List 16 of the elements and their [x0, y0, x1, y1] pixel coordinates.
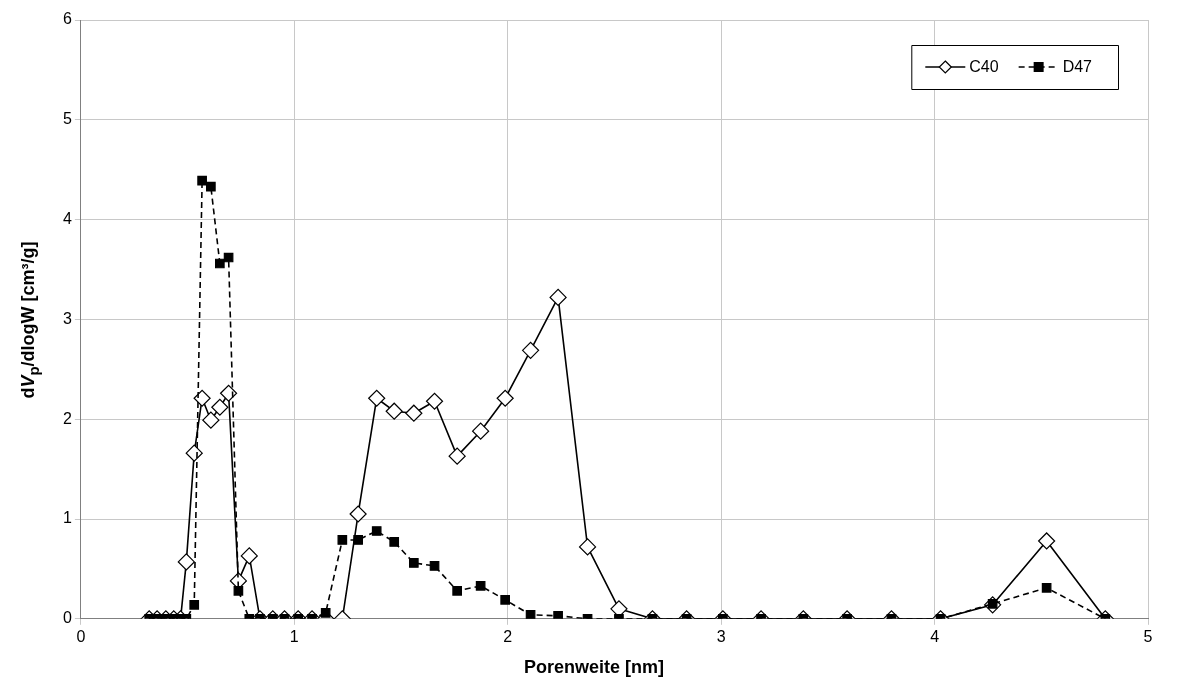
- legend-label: D47: [1062, 58, 1093, 76]
- legend-label: C40: [969, 58, 999, 76]
- x-tick-label: 5: [1143, 627, 1153, 645]
- y-tick-label: 0: [62, 609, 72, 627]
- y-tick-label: 4: [62, 210, 72, 228]
- y-tick-label: 2: [62, 409, 72, 427]
- x-axis-title: Porenweite [nm]: [523, 657, 665, 678]
- y-tick-label: 1: [62, 509, 72, 527]
- y-tick-label: 5: [62, 110, 72, 128]
- x-tick-label: 0: [76, 627, 86, 645]
- x-tick-label: 4: [930, 627, 940, 645]
- x-tick-label: 2: [503, 627, 513, 645]
- x-tick-label: 3: [716, 627, 726, 645]
- x-tick-label: 1: [289, 627, 299, 645]
- y-tick-label: 6: [62, 10, 72, 28]
- y-tick-label: 3: [62, 309, 72, 327]
